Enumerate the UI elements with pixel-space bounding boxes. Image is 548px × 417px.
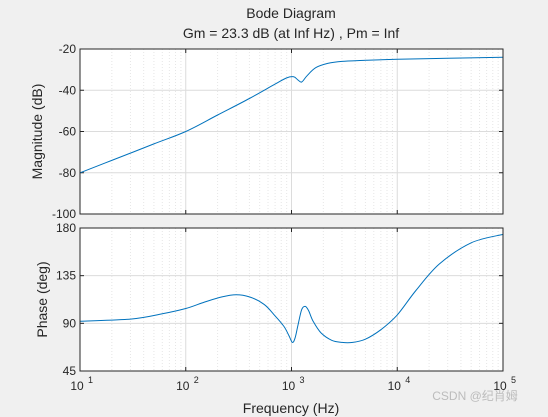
y-tick-label: -40 (59, 83, 77, 97)
magnitude-series-line (79, 56, 504, 174)
y-tick-label: -20 (59, 42, 77, 56)
y-tick-label: -100 (52, 207, 76, 221)
phase-series-line (79, 233, 504, 344)
magnitude-panel: -20 -40 -60 -80 -100 Magnitude (dB) (29, 42, 504, 221)
y-axis-label: Phase (deg) (34, 261, 50, 337)
x-tick-label: 10 (70, 379, 84, 393)
axes-box (79, 227, 504, 372)
y-tick-label: -60 (59, 125, 77, 139)
y-tick-label: -80 (59, 166, 77, 180)
axes-box (79, 48, 504, 215)
chart-title: Bode Diagram (246, 5, 336, 21)
chart-subtitle: Gm = 23.3 dB (at Inf Hz) , Pm = Inf (183, 25, 399, 41)
x-tick-label: 10 (176, 379, 190, 393)
x-tick-label: 10 (282, 379, 296, 393)
x-axis-label: Frequency (Hz) (243, 400, 339, 416)
y-tick-label: 45 (63, 364, 77, 378)
x-tick-exponent: 5 (511, 375, 516, 385)
watermark: CSDN @纪肖姆 (432, 389, 518, 403)
y-tick-label: 180 (56, 221, 76, 235)
x-tick-exponent: 3 (300, 375, 305, 385)
x-tick-exponent: 4 (405, 375, 410, 385)
y-tick-label: 135 (56, 269, 76, 283)
x-tick-exponent: 1 (88, 375, 93, 385)
x-tick-label: 10 (493, 379, 507, 393)
y-tick-label: 90 (63, 316, 77, 330)
y-axis-label: Magnitude (dB) (29, 84, 45, 180)
x-tick-label: 10 (388, 379, 402, 393)
x-tick-exponent: 2 (194, 375, 199, 385)
